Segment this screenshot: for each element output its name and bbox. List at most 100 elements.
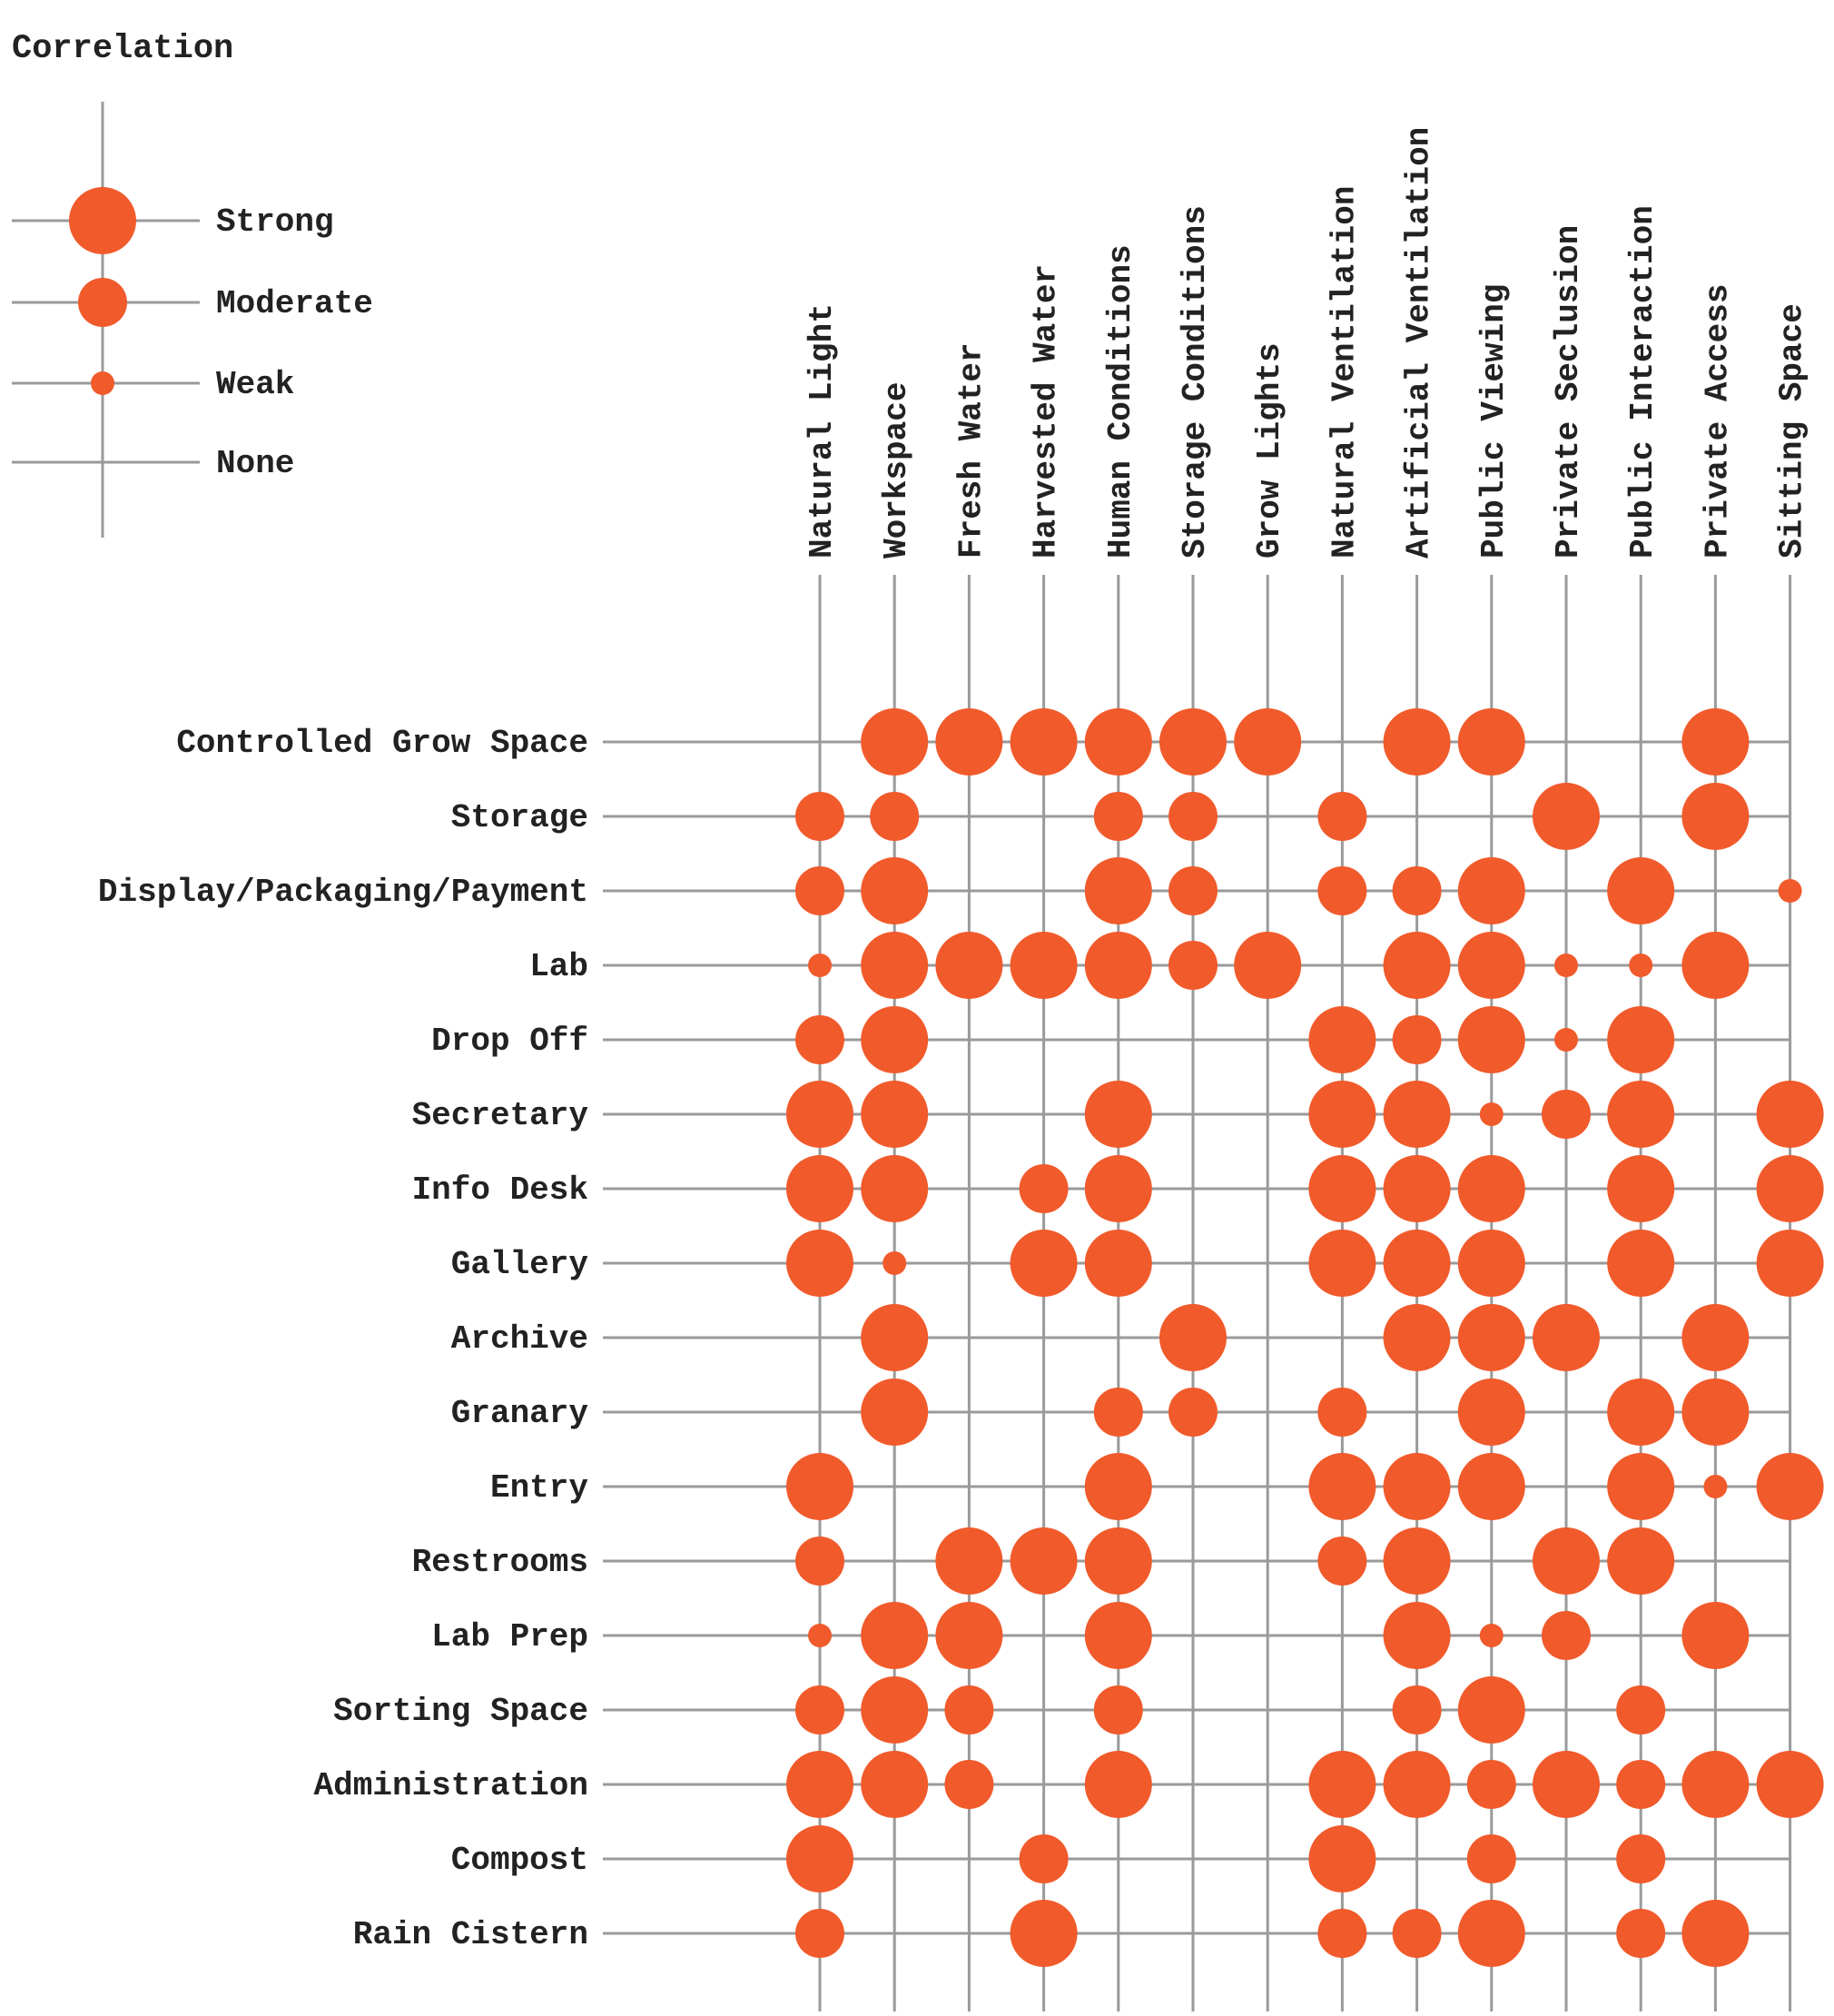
dot-secretary-sitting-space xyxy=(1756,1081,1824,1148)
legend: Correlation Strong Moderate Weak None xyxy=(12,30,373,538)
dot-sorting-space-public-interaction xyxy=(1616,1685,1666,1734)
dot-lab-public-viewing xyxy=(1457,932,1525,999)
dot-lab-natural-light xyxy=(808,954,832,977)
legend-title: Correlation xyxy=(12,30,233,68)
dot-entry-natural-ventilation xyxy=(1308,1453,1376,1520)
row-label-rain-cistern: Rain Cistern xyxy=(353,1916,588,1953)
dot-info-desk-workspace xyxy=(861,1155,929,1222)
legend-label-weak: Weak xyxy=(216,366,294,403)
dot-lab-prep-private-seclusion xyxy=(1542,1611,1591,1660)
dot-storage-natural-ventilation xyxy=(1317,792,1367,841)
dot-secretary-public-interaction xyxy=(1607,1081,1675,1148)
dot-secretary-artificial-ventilation xyxy=(1383,1081,1451,1148)
dot-gallery-workspace xyxy=(882,1251,907,1275)
legend-label-none: None xyxy=(216,445,294,482)
row-label-drop-off: Drop Off xyxy=(431,1023,588,1060)
dot-lab-prep-fresh-water xyxy=(935,1602,1003,1669)
dot-gallery-public-viewing xyxy=(1457,1230,1525,1297)
dot-administration-workspace xyxy=(861,1751,929,1818)
dot-lab-fresh-water xyxy=(935,932,1003,999)
dot-administration-sitting-space xyxy=(1756,1751,1824,1818)
dot-display-packaging-payment-natural-ventilation xyxy=(1317,866,1367,915)
legend-dot-weak xyxy=(91,371,114,395)
dot-controlled-grow-space-public-viewing xyxy=(1457,708,1525,776)
dot-administration-fresh-water xyxy=(944,1760,994,1809)
column-label-public-viewing: Public Viewing xyxy=(1475,284,1513,558)
dot-secretary-workspace xyxy=(861,1081,929,1148)
dot-administration-natural-light xyxy=(786,1751,853,1818)
dot-archive-workspace xyxy=(861,1304,929,1371)
dot-controlled-grow-space-grow-lights xyxy=(1234,708,1302,776)
dot-secretary-private-seclusion xyxy=(1542,1090,1591,1139)
dot-display-packaging-payment-natural-light xyxy=(795,866,844,915)
dot-rain-cistern-public-viewing xyxy=(1457,1900,1525,1967)
dot-controlled-grow-space-artificial-ventilation xyxy=(1383,708,1451,776)
dot-administration-public-viewing xyxy=(1466,1760,1516,1809)
row-labels: Controlled Grow Space Storage Display/Pack… xyxy=(98,725,588,1953)
dot-storage-storage-conditions xyxy=(1168,792,1218,841)
dot-entry-human-conditions xyxy=(1084,1453,1152,1520)
dot-granary-public-viewing xyxy=(1457,1379,1525,1446)
dot-lab-prep-private-access xyxy=(1681,1602,1750,1669)
dot-granary-public-interaction xyxy=(1607,1379,1675,1446)
dot-rain-cistern-natural-light xyxy=(795,1909,844,1958)
dot-controlled-grow-space-private-access xyxy=(1681,708,1750,776)
dot-drop-off-public-viewing xyxy=(1457,1006,1525,1073)
dot-info-desk-artificial-ventilation xyxy=(1383,1155,1451,1222)
dot-display-packaging-payment-public-viewing xyxy=(1457,857,1525,924)
dot-compost-natural-light xyxy=(786,1825,853,1892)
dot-drop-off-public-interaction xyxy=(1607,1006,1675,1073)
correlation-dots xyxy=(786,708,1824,1967)
column-label-workspace: Workspace xyxy=(878,382,915,558)
dot-storage-workspace xyxy=(870,792,920,841)
dot-sorting-space-human-conditions xyxy=(1093,1685,1143,1734)
column-label-natural-ventilation: Natural Ventilation xyxy=(1326,186,1363,558)
row-label-administration: Administration xyxy=(314,1767,588,1804)
dot-archive-storage-conditions xyxy=(1159,1304,1227,1371)
dot-restrooms-private-seclusion xyxy=(1533,1527,1600,1595)
dot-sorting-space-artificial-ventilation xyxy=(1392,1685,1442,1734)
dot-gallery-artificial-ventilation xyxy=(1383,1230,1451,1297)
dot-drop-off-natural-ventilation xyxy=(1308,1006,1376,1073)
column-label-private-access: Private Access xyxy=(1699,284,1736,558)
legend-dot-moderate xyxy=(78,278,127,327)
dot-administration-human-conditions xyxy=(1084,1751,1152,1818)
dot-gallery-public-interaction xyxy=(1607,1230,1675,1297)
row-label-controlled-grow-space: Controlled Grow Space xyxy=(176,725,588,762)
dot-sorting-space-public-viewing xyxy=(1457,1676,1525,1744)
dot-rain-cistern-artificial-ventilation xyxy=(1392,1909,1442,1958)
dot-storage-private-seclusion xyxy=(1533,783,1600,850)
dot-lab-prep-natural-light xyxy=(808,1624,832,1647)
column-label-natural-light: Natural Light xyxy=(804,303,841,558)
dot-display-packaging-payment-artificial-ventilation xyxy=(1392,866,1442,915)
dot-administration-artificial-ventilation xyxy=(1383,1751,1451,1818)
dot-restrooms-natural-ventilation xyxy=(1317,1537,1367,1586)
dot-restrooms-public-interaction xyxy=(1607,1527,1675,1595)
dot-drop-off-workspace xyxy=(861,1006,929,1073)
dot-entry-private-access xyxy=(1703,1475,1728,1498)
row-label-archive: Archive xyxy=(451,1320,588,1358)
dot-lab-private-seclusion xyxy=(1554,954,1578,977)
dot-rain-cistern-private-access xyxy=(1681,1900,1750,1967)
dot-granary-human-conditions xyxy=(1093,1388,1143,1437)
row-label-secretary: Secretary xyxy=(412,1097,588,1134)
dot-lab-public-interaction xyxy=(1629,954,1653,977)
dot-gallery-harvested-water xyxy=(1010,1230,1078,1297)
dot-display-packaging-payment-human-conditions xyxy=(1084,857,1152,924)
dot-granary-private-access xyxy=(1681,1379,1750,1446)
dot-drop-off-private-seclusion xyxy=(1554,1028,1578,1052)
row-label-sorting-space: Sorting Space xyxy=(333,1693,588,1730)
dot-compost-public-interaction xyxy=(1616,1834,1666,1883)
dot-controlled-grow-space-workspace xyxy=(861,708,929,776)
row-label-info-desk: Info Desk xyxy=(412,1171,588,1209)
dot-secretary-human-conditions xyxy=(1084,1081,1152,1148)
row-label-entry: Entry xyxy=(490,1469,588,1507)
dot-archive-public-viewing xyxy=(1457,1304,1525,1371)
dot-info-desk-natural-light xyxy=(786,1155,853,1222)
dot-gallery-sitting-space xyxy=(1756,1230,1824,1297)
dot-administration-private-access xyxy=(1681,1751,1750,1818)
column-label-fresh-water: Fresh Water xyxy=(952,342,990,558)
dot-sorting-space-workspace xyxy=(861,1676,929,1744)
dot-secretary-public-viewing xyxy=(1479,1102,1504,1126)
dot-entry-public-viewing xyxy=(1457,1453,1525,1520)
